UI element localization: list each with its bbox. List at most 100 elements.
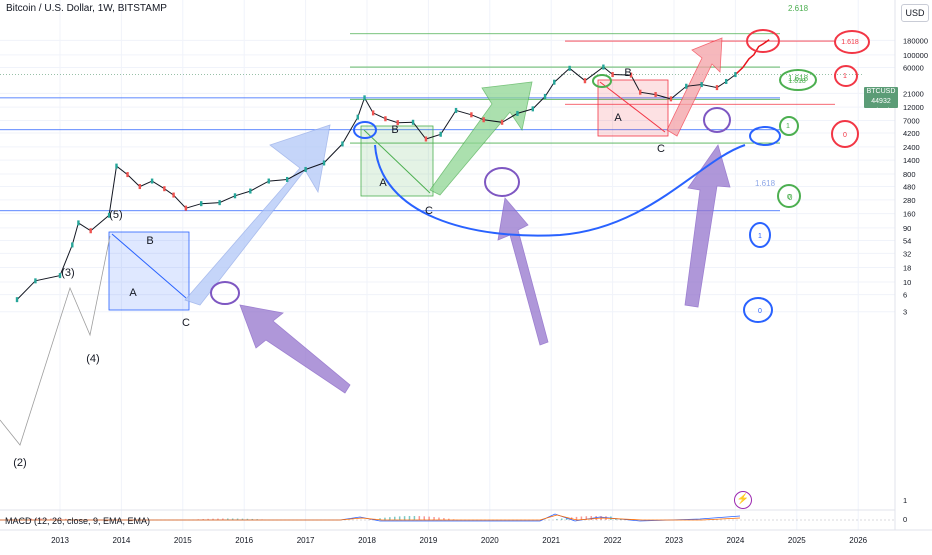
price-candle — [16, 297, 18, 302]
wave-label: (3) — [61, 267, 74, 279]
macd-bar — [389, 517, 391, 520]
price-candle — [584, 78, 586, 83]
price-candle — [734, 72, 736, 77]
price-candle — [716, 85, 718, 90]
y-tick-label: 21000 — [903, 89, 924, 98]
price-candle — [470, 112, 472, 117]
price-candle — [482, 117, 484, 122]
price-candle — [163, 186, 165, 191]
wave-label: A — [379, 177, 387, 189]
price-candle — [654, 92, 656, 97]
y-tick-label: 1400 — [903, 156, 920, 165]
macd-bar — [414, 516, 416, 520]
hand-annotation-label: 0 — [758, 308, 762, 315]
arrow-purple-2023 — [685, 145, 730, 307]
price-candle — [412, 120, 414, 125]
x-tick-label: 2026 — [849, 536, 867, 545]
hand-annotation-label: 1 — [786, 123, 790, 130]
price-candle — [602, 65, 604, 70]
y-tick-label: 54 — [903, 236, 911, 245]
y-tick-label: 7000 — [903, 116, 920, 125]
y-tick-label: 160 — [903, 210, 916, 219]
price-candle — [77, 220, 79, 225]
wave-label: B — [391, 124, 398, 136]
x-tick-label: 2024 — [727, 536, 745, 545]
hand-annotation-label: 0 — [787, 194, 791, 201]
macd-bar — [404, 516, 406, 520]
macd-bar — [428, 517, 430, 520]
lightning-icon[interactable]: ⚡ — [734, 491, 752, 509]
y-tick-label: 90 — [903, 224, 911, 233]
y-tick-label: 180000 — [903, 36, 928, 45]
price-candle — [611, 72, 613, 77]
y-tick-label: 4200 — [903, 129, 920, 138]
y-tick-label: 2400 — [903, 143, 920, 152]
price-candle — [126, 172, 128, 177]
price-candle — [568, 66, 570, 71]
y-tick-label: 800 — [903, 170, 916, 179]
y-tick-label: 18 — [903, 264, 911, 273]
price-candle — [172, 193, 174, 198]
price-candle — [670, 96, 672, 101]
macd-bar — [394, 517, 396, 520]
hand-annotation-label: 1 — [758, 233, 762, 240]
price-candle — [725, 79, 727, 84]
wave-label: (2) — [13, 457, 26, 469]
price-candle — [151, 179, 153, 184]
y-tick-label: 100000 — [903, 51, 928, 60]
price-candle — [249, 189, 251, 194]
macd-bar — [423, 516, 425, 520]
price-candle — [363, 95, 365, 100]
wave-label: C — [657, 143, 665, 155]
fib-level-label: 2.618 — [788, 4, 809, 13]
arrow-purple-2020 — [498, 198, 548, 345]
wave-label: (4) — [86, 353, 99, 365]
price-candle — [553, 80, 555, 85]
price-candle — [185, 206, 187, 211]
price-candle — [200, 201, 202, 206]
price-candle — [439, 132, 441, 137]
macd-bar — [409, 516, 411, 520]
arrow-purple-2015 — [240, 305, 350, 393]
x-tick-label: 2016 — [235, 536, 253, 545]
last-price-tag: BTCUSD 44932 3d 10h — [864, 87, 898, 108]
price-tag-countdown: 3d 10h — [864, 107, 898, 117]
hand-annotation-label: 1.618 — [788, 78, 806, 85]
projection-line — [735, 40, 769, 75]
currency-button[interactable]: USD — [901, 4, 929, 22]
price-candle — [685, 84, 687, 89]
hand-annotation-label: 0 — [843, 132, 847, 139]
y-tick-label: 3 — [903, 308, 907, 317]
symbol-title: Bitcoin / U.S. Dollar, 1W, BITSTAMP — [6, 3, 167, 14]
price-candle — [268, 179, 270, 184]
macd-tick-label: 0 — [903, 515, 907, 524]
price-candle — [372, 110, 374, 115]
x-tick-label: 2018 — [358, 536, 376, 545]
x-tick-label: 2025 — [788, 536, 806, 545]
macd-tick-label: 1 — [903, 496, 907, 505]
price-candle — [90, 228, 92, 233]
price-candle — [34, 278, 36, 283]
price-candle — [286, 177, 288, 182]
x-tick-label: 2015 — [174, 536, 192, 545]
x-tick-label: 2019 — [420, 536, 438, 545]
price-candle — [218, 200, 220, 205]
wave-label: B — [624, 67, 631, 79]
x-tick-label: 2021 — [542, 536, 560, 545]
macd-bar — [399, 516, 401, 520]
macd-bar — [556, 519, 558, 520]
price-tag-symbol: BTCUSD — [864, 87, 898, 97]
hand-annotation-label: 1 — [843, 73, 847, 80]
price-candle — [501, 120, 503, 125]
x-tick-label: 2013 — [51, 536, 69, 545]
x-tick-label: 2022 — [604, 536, 622, 545]
price-candle — [532, 106, 534, 111]
price-candle — [425, 136, 427, 141]
price-candle — [700, 82, 702, 87]
macd-bar — [419, 516, 421, 520]
arrow-up-blue — [185, 125, 330, 305]
wave-label: A — [614, 112, 622, 124]
wave-label: A — [129, 287, 137, 299]
